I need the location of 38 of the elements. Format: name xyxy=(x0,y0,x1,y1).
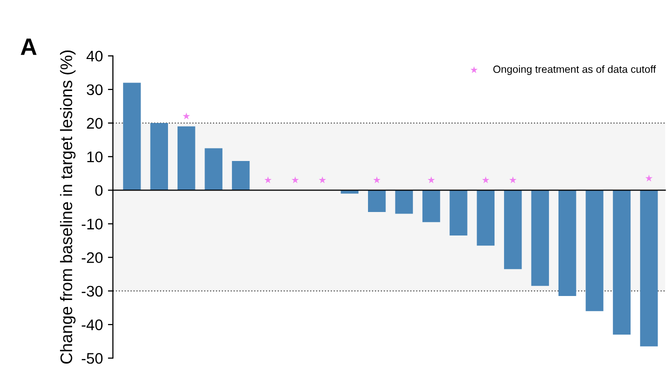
point xyxy=(482,176,490,184)
bar xyxy=(232,160,250,190)
bar xyxy=(450,190,468,236)
bar xyxy=(368,190,386,212)
y-tick-label: -30 xyxy=(82,286,103,297)
y-tick-label: -20 xyxy=(82,252,103,264)
y-axis-title: Change from baseline in target lesions (%) xyxy=(60,50,76,364)
point xyxy=(509,176,517,184)
bar xyxy=(640,190,658,346)
point xyxy=(182,112,190,120)
legend-label: Ongoing treatment as of data cutoff xyxy=(493,65,656,75)
bar xyxy=(558,190,576,296)
y-tick-label: -10 xyxy=(82,218,103,230)
bar xyxy=(150,123,168,190)
y-tick-label: 30 xyxy=(86,84,103,96)
y-tick-label: 0 xyxy=(95,185,103,196)
bar xyxy=(178,126,196,190)
y-tick-label: 20 xyxy=(86,118,103,129)
bar xyxy=(612,190,631,335)
y-tick-label: -40 xyxy=(82,319,103,330)
point xyxy=(318,176,326,184)
y-tick-label: 10 xyxy=(87,151,103,162)
bar xyxy=(395,190,413,214)
point xyxy=(264,176,272,184)
point xyxy=(292,176,299,184)
text: A xyxy=(20,38,37,55)
bar xyxy=(531,190,549,286)
bar xyxy=(422,190,440,222)
point xyxy=(428,176,435,184)
y-tick-label: 40 xyxy=(86,50,103,62)
bar xyxy=(204,148,222,190)
bar xyxy=(504,190,522,270)
bar xyxy=(476,190,495,246)
bar xyxy=(586,190,604,312)
point xyxy=(373,176,380,184)
bar xyxy=(123,82,141,190)
point xyxy=(645,174,653,182)
y-tick-label: -50 xyxy=(82,352,103,364)
